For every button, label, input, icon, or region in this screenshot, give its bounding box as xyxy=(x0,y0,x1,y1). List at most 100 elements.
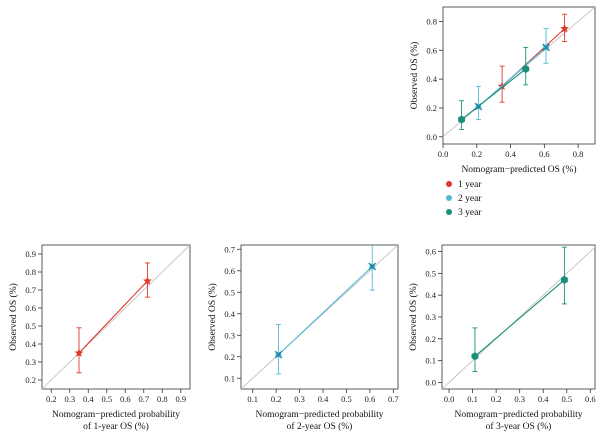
data-point xyxy=(542,43,550,52)
series-line xyxy=(78,280,148,354)
series-3-year xyxy=(458,46,530,131)
x-axis-label: Nomogram−predicted probability xyxy=(52,410,180,420)
x-tick-label: 0.3 xyxy=(294,394,305,404)
series-1-year xyxy=(74,262,152,374)
y-tick-label: 0.8 xyxy=(25,267,36,277)
x-tick-label: 0.6 xyxy=(365,394,376,404)
y-tick-label: 0.7 xyxy=(224,244,235,254)
data-point-cross xyxy=(542,43,550,52)
x-axis-label: Nomogram−predicted probability xyxy=(255,410,383,420)
y-tick-label: 0.2 xyxy=(425,334,436,344)
y-tick-label: 0.0 xyxy=(425,377,436,387)
y-tick-label: 0.1 xyxy=(224,373,235,383)
plot-frame xyxy=(41,244,191,390)
x-axis-label: of 1-year OS (%) xyxy=(83,421,149,432)
data-point xyxy=(458,115,466,124)
x-tick-label: 0.2 xyxy=(471,149,482,159)
y-tick-label: 0.4 xyxy=(426,74,437,84)
x-tick-label: 0.8 xyxy=(157,394,168,404)
y-tick-label: 0.5 xyxy=(425,268,436,278)
x-tick-label: 0.0 xyxy=(438,149,449,159)
chart-4: 0.0 0.1 0.2 0.3 0.4 0.5 0.6 0.0 0.1 0.2 0.3 0.4 0.5 0… xyxy=(408,244,596,432)
x-tick-label: 0.5 xyxy=(101,394,112,404)
y-tick-label: 0.4 xyxy=(224,309,235,319)
y-axis-label: Observed OS (%) xyxy=(409,42,420,110)
data-point xyxy=(74,348,84,357)
data-point-cross xyxy=(274,350,283,359)
y-tick-label: 0.2 xyxy=(426,103,437,113)
x-tick-label: 0.4 xyxy=(538,394,549,404)
series-2-year xyxy=(474,28,550,120)
x-tick-label: 0.4 xyxy=(505,149,516,159)
y-tick-label: 0.3 xyxy=(25,357,36,367)
x-tick-label: 0.6 xyxy=(120,394,131,404)
x-tick-label: 0.3 xyxy=(64,394,75,404)
x-axis-label: Nomogram−predicted OS (%) xyxy=(461,164,576,175)
series-line xyxy=(474,279,565,357)
y-tick-label: 0.0 xyxy=(426,132,437,142)
x-tick-label: 0.1 xyxy=(467,394,478,404)
plot-frame xyxy=(240,244,399,390)
y-tick-label: 0.4 xyxy=(25,339,36,349)
x-tick-label: 0.5 xyxy=(561,394,572,404)
legend-marker xyxy=(446,195,452,201)
data-point xyxy=(560,24,569,33)
y-tick-label: 0.4 xyxy=(425,290,436,300)
y-tick-label: 0.5 xyxy=(224,287,235,297)
y-tick-label: 0.6 xyxy=(425,247,436,257)
y-tick-label: 0.1 xyxy=(425,356,436,366)
chart-2: 0.2 0.3 0.4 0.5 0.6 0.7 0.8 0.9 0.2 0.3 0.4 0.5 0.6 0… xyxy=(8,244,191,432)
x-axis-label: of 2-year OS (%) xyxy=(287,421,353,432)
data-point-cross xyxy=(368,262,377,271)
reference-diagonal xyxy=(442,246,595,389)
x-tick-label: 0.2 xyxy=(46,394,57,404)
data-point xyxy=(522,65,530,74)
data-point xyxy=(471,352,479,361)
data-point xyxy=(143,276,152,285)
x-tick-label: 0.9 xyxy=(175,394,186,404)
y-axis-label: Observed OS (%) xyxy=(408,283,419,351)
x-tick-label: 0.6 xyxy=(539,149,550,159)
plot-frame xyxy=(442,6,596,145)
x-axis-label: of 3-year OS (%) xyxy=(486,421,552,432)
y-tick-label: 0.3 xyxy=(425,312,436,322)
y-axis-label: Observed OS (%) xyxy=(207,283,218,351)
x-axis-label: Nomogram−predicted probability xyxy=(454,410,582,420)
x-tick-label: 0.7 xyxy=(388,394,399,404)
x-tick-label: 0.1 xyxy=(247,394,258,404)
y-axis-label: Observed OS (%) xyxy=(8,283,19,351)
y-tick-label: 0.7 xyxy=(25,285,36,295)
legend: 1 year 2 year 3 year xyxy=(446,180,482,218)
y-tick-label: 0.6 xyxy=(25,303,36,313)
data-point xyxy=(368,262,377,271)
x-tick-label: 0.5 xyxy=(341,394,352,404)
data-point xyxy=(274,350,283,359)
y-tick-label: 0.2 xyxy=(25,375,36,385)
x-tick-label: 0.6 xyxy=(585,394,596,404)
x-tick-label: 0.3 xyxy=(514,394,525,404)
series-3-year xyxy=(471,246,568,372)
x-tick-label: 0.4 xyxy=(318,394,329,404)
y-tick-label: 0.8 xyxy=(426,16,437,26)
x-tick-label: 0.8 xyxy=(573,149,584,159)
legend-marker xyxy=(446,181,452,187)
y-tick-label: 0.9 xyxy=(25,249,36,259)
y-tick-label: 0.3 xyxy=(224,330,235,340)
legend-marker xyxy=(446,209,452,215)
reference-diagonal xyxy=(42,245,190,389)
series-line xyxy=(278,266,373,356)
y-tick-label: 0.2 xyxy=(224,352,235,362)
legend-label: 1 year xyxy=(458,180,482,190)
x-tick-label: 0.2 xyxy=(271,394,282,404)
legend-label: 2 year xyxy=(458,194,482,204)
legend-label: 3 year xyxy=(458,208,482,218)
chart-1: 0.0 0.2 0.4 0.6 0.8 0.0 0.2 0.4 0.6 0.8 Nomogram−p… xyxy=(409,6,596,218)
y-tick-label: 0.6 xyxy=(224,266,235,276)
y-tick-label: 0.5 xyxy=(25,321,36,331)
reference-diagonal xyxy=(443,7,595,138)
data-point xyxy=(560,275,568,284)
series-2-year xyxy=(274,245,377,375)
x-tick-label: 0.4 xyxy=(83,394,94,404)
y-tick-label: 0.6 xyxy=(426,45,437,55)
